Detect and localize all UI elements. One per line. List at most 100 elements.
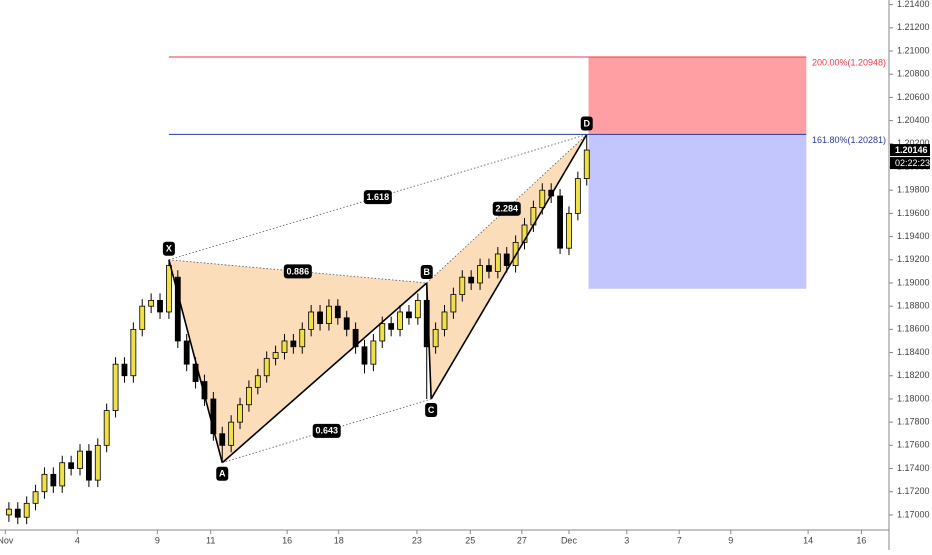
candle: [41, 467, 48, 499]
candle-body: [379, 323, 386, 342]
y-tick-label: 1.20600: [897, 92, 930, 102]
candle-body: [566, 212, 572, 249]
candle: [477, 258, 483, 290]
point-box: [580, 116, 593, 131]
candle-body: [432, 328, 439, 348]
candle-body: [41, 473, 48, 493]
x-tick-label: 11: [206, 535, 215, 545]
y-tick-label: 1.21400: [897, 0, 930, 9]
candle-body: [254, 375, 261, 388]
candle: [139, 299, 146, 337]
y-tick-label: 1.21200: [897, 22, 930, 32]
pattern-leg: [425, 282, 432, 399]
candle: [59, 455, 66, 493]
candle-body: [228, 421, 235, 446]
candle: [263, 351, 270, 383]
candle-body: [157, 299, 163, 313]
candle: [201, 374, 208, 406]
candle: [148, 293, 155, 314]
candle-body: [503, 253, 510, 266]
x-tick-label: 9: [728, 535, 733, 545]
candle: [574, 171, 581, 221]
candle-body: [166, 265, 172, 313]
y-tick-label: 1.18600: [897, 324, 930, 334]
candle: [50, 467, 57, 493]
candle: [121, 357, 128, 383]
level-label: 200.00%(1.20948): [812, 57, 886, 67]
candle: [32, 484, 39, 511]
candle-body: [317, 311, 323, 324]
target-zone: [588, 134, 807, 289]
candle-body: [352, 328, 359, 348]
candle-body: [86, 450, 92, 481]
ratio-box: [492, 201, 521, 216]
candle: [370, 334, 377, 372]
candle-body: [272, 352, 279, 359]
candle-body: [32, 491, 39, 504]
ratio-label: 2.284: [495, 204, 518, 214]
candle-body: [50, 473, 57, 487]
candle-body: [103, 410, 110, 446]
y-tick-label: 1.18200: [897, 370, 930, 380]
candle-body: [94, 444, 101, 481]
candle: [432, 322, 439, 354]
candle: [503, 247, 510, 273]
candle-body: [468, 276, 475, 284]
candle: [299, 322, 306, 354]
candle-body: [201, 381, 208, 400]
candle-body: [14, 508, 21, 518]
candle-body: [406, 311, 412, 319]
ratio-line: [168, 259, 427, 284]
candle: [352, 322, 359, 354]
candle-body: [414, 299, 421, 319]
ratio-box: [363, 190, 392, 205]
x-tick-label: 23: [412, 535, 422, 545]
point-label: X: [166, 244, 172, 254]
price-tag: [890, 144, 930, 157]
ratio-box: [312, 423, 341, 438]
candle-body: [370, 340, 377, 365]
x-tick-label: 16: [282, 535, 292, 545]
y-tick-label: 1.17400: [897, 463, 930, 473]
candle: [468, 270, 475, 290]
candle-body: [574, 178, 581, 214]
y-tick-label: 1.19200: [897, 254, 930, 264]
candle-body: [334, 305, 341, 319]
candle: [68, 455, 75, 476]
candle-body: [139, 305, 146, 330]
candle-body: [388, 323, 395, 330]
level-label: 161.80%(1.20281): [812, 135, 886, 145]
y-tick-label: 1.18000: [897, 393, 930, 403]
x-tick-label: 7: [677, 535, 682, 545]
y-tick-label: 1.17200: [897, 486, 930, 496]
candle: [414, 293, 421, 325]
y-tick-label: 1.17800: [897, 417, 930, 427]
x-tick-label: Nov: [0, 535, 14, 545]
candle-body: [219, 433, 226, 446]
pattern-leg: [168, 259, 224, 463]
candle: [583, 134, 590, 186]
candle: [557, 189, 563, 254]
y-tick-label: 1.18400: [897, 347, 930, 357]
candle-body: [246, 386, 252, 406]
candle: [183, 334, 190, 372]
candle-body: [486, 265, 492, 272]
candle-body: [281, 340, 288, 353]
point-box: [162, 241, 175, 256]
candle: [343, 310, 350, 337]
candle: [281, 334, 288, 360]
x-tick-label: 9: [155, 535, 160, 545]
candle: [486, 258, 492, 279]
candle-body: [148, 299, 155, 307]
countdown-bg: [890, 157, 930, 170]
x-tick-label: 16: [856, 535, 866, 545]
point-box: [420, 264, 433, 279]
candle-body: [130, 328, 137, 377]
candle: [406, 305, 412, 325]
candle: [130, 322, 137, 383]
ratio-box: [283, 264, 312, 279]
x-tick-label: Dec: [561, 535, 578, 545]
candle: [334, 299, 341, 325]
candle: [450, 287, 457, 319]
candle: [388, 316, 395, 337]
